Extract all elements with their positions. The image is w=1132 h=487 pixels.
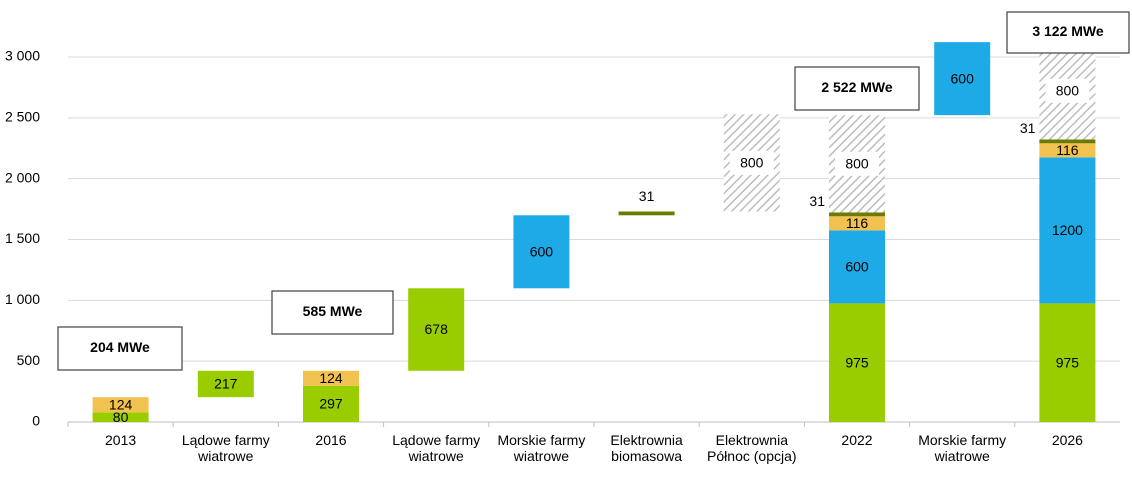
bar-segment (1039, 143, 1096, 158)
x-tick-label: Elektrownia biomasowa (610, 432, 683, 464)
x-tick-label: Elektrownia Północ (opcja) (707, 432, 797, 464)
label-bg (1045, 78, 1090, 103)
data-label: 1200 (1052, 222, 1083, 238)
y-tick-label: 0 (32, 413, 40, 429)
annotation: 2 522 MWe (821, 79, 893, 95)
data-label: 975 (1056, 354, 1080, 370)
data-label: 217 (214, 376, 238, 392)
bar-segment (829, 212, 885, 217)
annotation-box (794, 66, 920, 111)
y-tick-label: 500 (17, 352, 41, 368)
annotation: 585 MWe (303, 303, 363, 319)
data-label: 116 (1056, 142, 1079, 158)
data-label: 678 (425, 321, 449, 337)
y-tick-label: 1 000 (5, 291, 40, 307)
annotation-box (1006, 11, 1130, 54)
y-tick-label: 1 500 (5, 230, 40, 246)
annotation-box (271, 290, 394, 335)
x-tick-label: Morskie farmy wiatrowe (918, 432, 1007, 464)
x-tick-label: 2013 (105, 432, 137, 448)
bar-segment (829, 303, 885, 422)
x-tick-label: 2016 (315, 432, 347, 448)
bar-segment (1039, 139, 1096, 144)
annotation-box (57, 326, 183, 371)
data-label: 124 (109, 396, 133, 412)
data-label: 800 (740, 155, 764, 171)
annotation: 3 122 MWe (1032, 23, 1104, 39)
data-label: 975 (845, 354, 869, 370)
data-label: 31 (809, 193, 825, 209)
bar-segment (303, 385, 359, 422)
bar-segment (513, 215, 570, 289)
x-tick-label: 2022 (841, 432, 873, 448)
label-bg (729, 150, 774, 175)
data-label: 800 (1056, 83, 1080, 99)
annotation: 204 MWe (90, 339, 150, 355)
bar-segment (1039, 303, 1096, 422)
data-label: 124 (319, 370, 343, 386)
x-tick-label: 2026 (1051, 432, 1083, 448)
bar-segment (92, 397, 149, 413)
bar-segment (618, 211, 675, 216)
data-label: 600 (845, 259, 869, 275)
bar-segment (92, 412, 149, 422)
data-label: 600 (530, 243, 554, 259)
x-tick-label: Lądowe farmy wiatrowe (181, 432, 270, 464)
bar-segment (934, 42, 991, 116)
data-label: 80 (113, 409, 129, 425)
data-label: 31 (1020, 120, 1036, 136)
bar-segment (408, 288, 465, 371)
data-label: 116 (846, 215, 869, 231)
y-tick-label: 2 500 (5, 109, 40, 125)
y-tick-label: 2 000 (5, 169, 40, 185)
data-label: 800 (845, 156, 869, 172)
data-label: 600 (951, 70, 975, 86)
bar-segment (1039, 157, 1096, 304)
bar-segment (197, 370, 254, 398)
bar-segment (829, 216, 885, 231)
data-label: 297 (319, 396, 343, 412)
bar-segment (829, 230, 885, 304)
bar-segment (303, 370, 359, 386)
x-tick-label: Morskie farmy wiatrowe (497, 432, 586, 464)
label-bg (835, 151, 879, 176)
y-tick-label: 3 000 (5, 48, 40, 64)
data-label: 31 (639, 188, 655, 204)
x-tick-label: Lądowe farmy wiatrowe (392, 432, 481, 464)
